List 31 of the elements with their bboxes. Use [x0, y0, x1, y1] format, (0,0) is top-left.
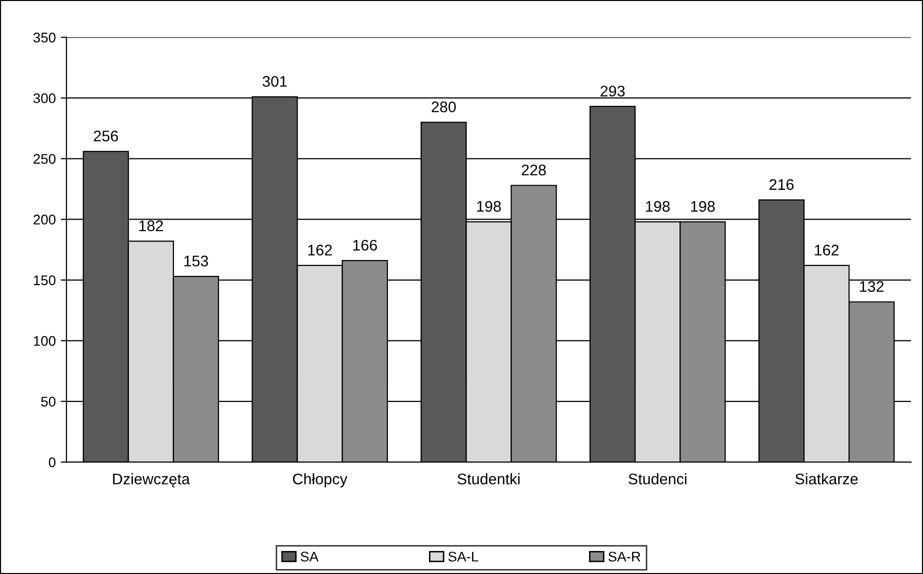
data-label: 162 — [308, 244, 332, 256]
data-label: 228 — [522, 164, 546, 176]
y-tick-label: 0 — [48, 457, 56, 468]
x-tick-label: Studenci — [628, 473, 686, 484]
y-tick-label: 250 — [34, 154, 56, 164]
data-label: 198 — [691, 200, 715, 212]
data-label: 198 — [646, 200, 670, 212]
legend-label: SA — [300, 552, 319, 562]
data-label: 216 — [770, 179, 794, 190]
y-tick-label: 350 — [33, 32, 56, 42]
data-label: 198 — [477, 200, 501, 212]
data-label: 166 — [353, 240, 377, 251]
x-tick-label: Dziewczęta — [113, 473, 190, 488]
data-label: 153 — [184, 256, 208, 266]
x-tick-label: Siatkarze — [795, 473, 858, 484]
y-tick-label: 50 — [41, 396, 56, 407]
y-tick-label: 150 — [34, 275, 56, 286]
data-label: 301 — [262, 76, 287, 87]
y-tick-label: 100 — [34, 336, 56, 346]
legend-label: SA-R — [608, 552, 640, 562]
data-label: 132 — [860, 281, 884, 292]
legend-label: SA-L — [448, 552, 478, 562]
data-label: 280 — [432, 101, 456, 112]
data-label: 182 — [139, 220, 163, 232]
data-label: 162 — [814, 244, 839, 256]
y-tick-label: 300 — [33, 93, 56, 104]
x-tick-label: Studentki — [458, 473, 520, 484]
x-tick-label: Chłopcy — [293, 473, 348, 488]
data-label: 293 — [600, 86, 625, 97]
y-tick-label: 200 — [34, 214, 56, 225]
data-label: 256 — [94, 130, 118, 142]
